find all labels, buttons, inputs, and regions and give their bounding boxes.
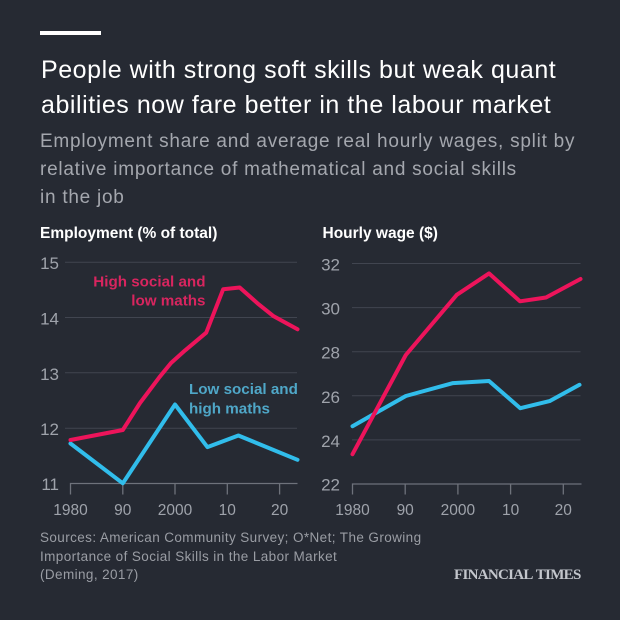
svg-text:1980: 1980	[53, 502, 88, 519]
svg-text:90: 90	[397, 502, 415, 519]
svg-text:10: 10	[502, 502, 520, 519]
svg-text:13: 13	[40, 365, 59, 384]
svg-text:10: 10	[219, 502, 237, 519]
svg-text:32: 32	[321, 256, 340, 275]
svg-text:14: 14	[40, 310, 59, 329]
svg-text:28: 28	[321, 344, 340, 363]
svg-text:12: 12	[40, 420, 59, 439]
svg-text:26: 26	[321, 388, 340, 407]
svg-text:high maths: high maths	[189, 400, 270, 417]
svg-text:30: 30	[321, 300, 340, 319]
svg-text:High social and: High social and	[93, 274, 205, 291]
svg-text:90: 90	[114, 502, 132, 519]
svg-text:15: 15	[40, 254, 59, 273]
svg-text:20: 20	[271, 502, 289, 519]
svg-text:low maths: low maths	[131, 292, 205, 309]
svg-text:20: 20	[555, 502, 573, 519]
svg-text:24: 24	[321, 432, 340, 451]
svg-text:Hourly wage ($): Hourly wage ($)	[323, 225, 438, 242]
svg-text:2000: 2000	[441, 502, 476, 519]
svg-text:Low social and: Low social and	[189, 381, 298, 398]
svg-text:11: 11	[41, 475, 59, 494]
svg-text:2000: 2000	[158, 502, 193, 519]
svg-text:1980: 1980	[335, 502, 370, 519]
svg-text:Employment (% of total): Employment (% of total)	[40, 225, 217, 242]
svg-text:22: 22	[321, 476, 340, 495]
